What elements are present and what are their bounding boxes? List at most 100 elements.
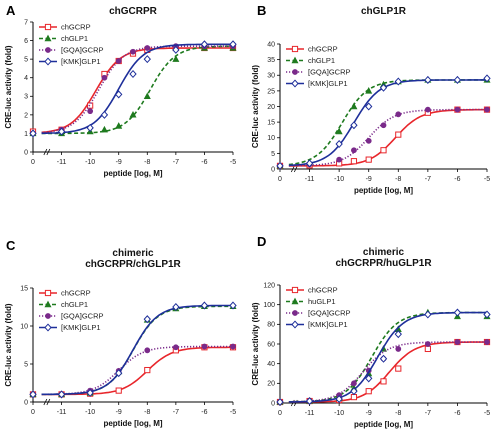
data-point	[29, 129, 37, 138]
panel-title: chGLP1R	[361, 6, 407, 17]
legend-entry: [KMK]GLP1	[61, 323, 101, 332]
axis-break	[43, 148, 48, 156]
x-tick-label: -5	[484, 176, 490, 183]
series--gqa-gcrp	[30, 343, 236, 398]
y-tick-label: 5	[24, 57, 28, 64]
legend-marker	[292, 310, 298, 316]
x-tick-label: -8	[144, 159, 150, 166]
data-point	[484, 339, 490, 345]
panel-title: chimeric	[363, 247, 405, 258]
data-point	[172, 302, 180, 312]
data-point	[172, 55, 180, 62]
legend: chGCRP chGLP1 [GQA]GCRP [KMK]GLP1	[39, 23, 104, 66]
data-point	[351, 147, 357, 154]
legend-marker	[291, 56, 299, 64]
data-point	[200, 301, 209, 310]
data-point	[380, 122, 387, 129]
legend-entry: chGCRP	[61, 23, 91, 32]
data-point	[143, 92, 151, 99]
x-tick-label: -7	[173, 409, 179, 416]
x-tick-label: -5	[484, 410, 490, 417]
y-tick-label: 6	[24, 38, 28, 45]
data-point	[229, 301, 237, 310]
legend-entry: chGCRP	[308, 286, 338, 295]
y-tick-label: 100	[263, 302, 275, 309]
legend-marker	[45, 47, 51, 53]
panel-letter: D	[257, 234, 266, 249]
y-tick-label: 40	[267, 361, 275, 368]
y-tick-label: 0	[24, 149, 28, 156]
data-point	[379, 354, 388, 363]
fit-curve	[288, 341, 487, 403]
data-point	[335, 139, 343, 149]
data-point	[143, 55, 151, 64]
y-tick-label: 20	[267, 381, 275, 388]
legend: chGCRP huGLP1 [GQA]GCRP [KMK]GLP1	[286, 286, 351, 329]
x-tick-label: -11	[305, 410, 315, 417]
legend-entry: huGLP1	[308, 297, 336, 306]
data-point	[394, 77, 402, 86]
data-point	[365, 102, 373, 111]
y-tick-label: 2	[24, 112, 28, 119]
y-tick-label: 35	[267, 57, 275, 64]
x-tick-label: -10	[85, 409, 95, 416]
x-tick-label: -11	[57, 159, 67, 166]
legend-entry: [KMK]GLP1	[61, 57, 101, 66]
data-point	[335, 127, 343, 135]
legend-entry: [KMK]GLP1	[308, 320, 348, 329]
legend-marker	[44, 289, 52, 297]
data-point	[365, 87, 373, 94]
x-axis-label: peptide [log, M]	[103, 169, 162, 178]
x-tick-label: -6	[201, 159, 207, 166]
y-tick-label: 1	[24, 131, 28, 138]
data-point	[144, 45, 151, 51]
data-point	[115, 369, 123, 378]
y-tick-label: 0	[271, 400, 275, 407]
axis-break	[290, 165, 295, 173]
data-point	[172, 344, 179, 351]
legend-entry: chGLP1	[308, 56, 335, 65]
data-point	[200, 40, 209, 49]
data-point	[87, 108, 94, 115]
axis-break	[43, 398, 48, 406]
data-point	[115, 122, 123, 129]
y-tick-label: 3	[24, 94, 28, 101]
data-point	[143, 315, 151, 324]
panel-letter: B	[257, 3, 266, 18]
y-tick-label: 20	[267, 104, 275, 111]
data-point	[130, 48, 136, 55]
data-point	[305, 159, 314, 168]
data-point	[350, 102, 358, 110]
y-tick-label: 10	[20, 323, 28, 330]
legend-marker	[45, 313, 51, 319]
series-chgcrp	[29, 344, 237, 398]
axis-break	[46, 398, 51, 406]
y-tick-label: 4	[24, 75, 28, 82]
legend-marker	[44, 34, 52, 42]
data-point	[305, 396, 314, 406]
x-tick-label: 0	[278, 410, 282, 417]
legend-marker	[44, 300, 52, 308]
y-axis-label: CRE-luc activity (fold)	[4, 45, 13, 128]
data-point	[129, 111, 137, 118]
legend-entry: [GQA]GCRP	[308, 68, 351, 77]
data-point	[424, 310, 432, 319]
data-point	[230, 343, 236, 350]
legend-entry: chGLP1	[61, 34, 88, 43]
data-point	[129, 69, 137, 79]
data-point	[424, 345, 431, 353]
legend-marker	[291, 286, 299, 294]
x-tick-label: -9	[116, 409, 122, 416]
x-axis-label: peptide [log, M]	[354, 420, 413, 429]
panel-letter: C	[6, 238, 16, 253]
legend-entry: chGLP1	[61, 300, 88, 309]
fit-curve	[41, 346, 233, 396]
x-axis-label: peptide [log, M]	[354, 186, 413, 195]
data-point	[351, 380, 357, 387]
legend-entry: [GQA]GCRP	[308, 309, 351, 318]
data-point	[483, 310, 491, 319]
series--kmk-glp1	[29, 301, 237, 399]
legend-entry: [GQA]GCRP	[61, 312, 104, 321]
